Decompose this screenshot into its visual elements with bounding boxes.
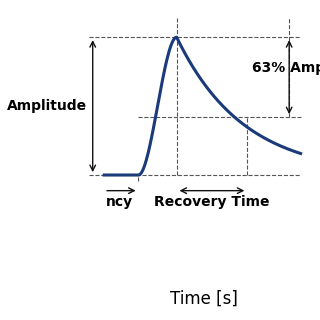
- Text: Amplitude: Amplitude: [7, 99, 87, 113]
- Text: 63% Ampl: 63% Ampl: [252, 61, 320, 75]
- Text: Time [s]: Time [s]: [170, 290, 238, 308]
- Text: Recovery Time: Recovery Time: [154, 196, 270, 209]
- Text: ncy: ncy: [106, 196, 133, 209]
